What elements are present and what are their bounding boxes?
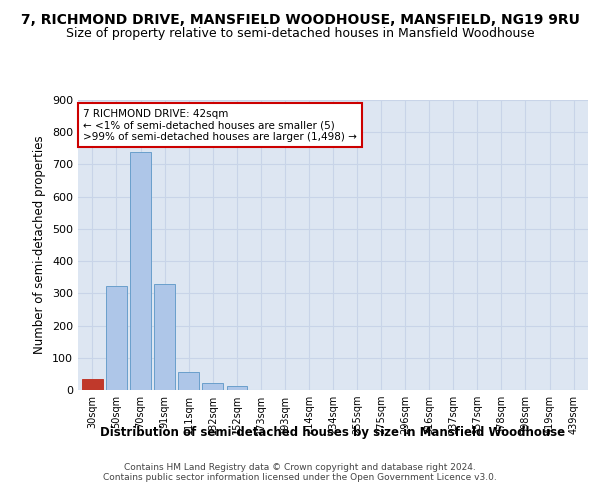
Text: Contains public sector information licensed under the Open Government Licence v3: Contains public sector information licen… xyxy=(103,474,497,482)
Bar xyxy=(227,386,247,390)
Text: 7, RICHMOND DRIVE, MANSFIELD WOODHOUSE, MANSFIELD, NG19 9RU: 7, RICHMOND DRIVE, MANSFIELD WOODHOUSE, … xyxy=(20,12,580,26)
Bar xyxy=(178,372,199,390)
Bar xyxy=(106,286,127,390)
Bar xyxy=(154,284,175,390)
Text: Size of property relative to semi-detached houses in Mansfield Woodhouse: Size of property relative to semi-detach… xyxy=(65,28,535,40)
Text: Contains HM Land Registry data © Crown copyright and database right 2024.: Contains HM Land Registry data © Crown c… xyxy=(124,464,476,472)
Text: 7 RICHMOND DRIVE: 42sqm
← <1% of semi-detached houses are smaller (5)
>99% of se: 7 RICHMOND DRIVE: 42sqm ← <1% of semi-de… xyxy=(83,108,357,142)
Bar xyxy=(130,152,151,390)
Bar xyxy=(202,383,223,390)
Text: Distribution of semi-detached houses by size in Mansfield Woodhouse: Distribution of semi-detached houses by … xyxy=(100,426,566,439)
Bar xyxy=(82,380,103,390)
Y-axis label: Number of semi-detached properties: Number of semi-detached properties xyxy=(34,136,46,354)
